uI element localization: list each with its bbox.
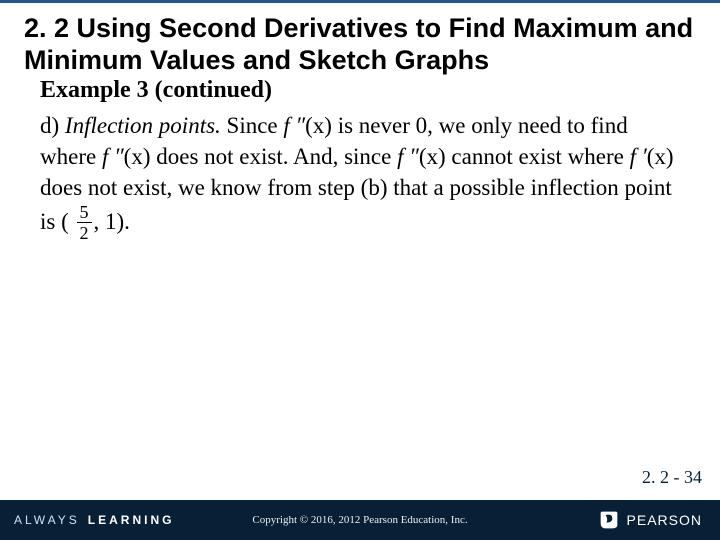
fpp-3: f ″ — [397, 144, 419, 169]
text-5: does not exist, we know from step (b) th… — [40, 175, 672, 234]
x-1: (x) — [305, 113, 332, 138]
slide: 2. 2 Using Second Derivatives to Find Ma… — [0, 0, 720, 540]
page-number: 2. 2 - 34 — [642, 467, 702, 488]
fraction-numerator: 5 — [77, 203, 92, 223]
text-6: , 1). — [94, 209, 130, 234]
always-learning-logo: ALWAYS LEARNING — [0, 513, 174, 527]
text-4: cannot exist where — [446, 144, 630, 169]
x-2: (x) — [124, 144, 151, 169]
copyright-text: Copyright © 2016, 2012 Pearson Education… — [252, 514, 467, 526]
x-3: (x) — [419, 144, 446, 169]
pearson-logo: PEARSON — [599, 510, 720, 530]
section-title: 2. 2 Using Second Derivatives to Find Ma… — [0, 3, 720, 77]
body-text: d) Inflection points. Since f ″(x) is ne… — [0, 110, 720, 242]
fraction-5-over-2: 52 — [77, 203, 92, 242]
pearson-name: PEARSON — [627, 512, 702, 528]
inflection-heading: Inflection points. — [65, 113, 221, 138]
always-text: ALWAYS — [14, 513, 80, 527]
fraction-denominator: 2 — [77, 223, 92, 242]
text-3: does not exist. And, since — [151, 144, 398, 169]
x-4: (x) — [647, 144, 674, 169]
part-label: d) — [40, 113, 59, 138]
fp-1: f ′ — [630, 144, 647, 169]
fpp-1: f ″ — [283, 113, 305, 138]
pearson-icon — [599, 510, 619, 530]
fpp-2: f ″ — [102, 144, 124, 169]
learning-text: LEARNING — [88, 513, 175, 527]
example-subtitle: Example 3 (continued) — [0, 77, 720, 110]
text-1: Since — [221, 113, 284, 138]
footer-bar: ALWAYS LEARNING Copyright © 2016, 2012 P… — [0, 500, 720, 540]
